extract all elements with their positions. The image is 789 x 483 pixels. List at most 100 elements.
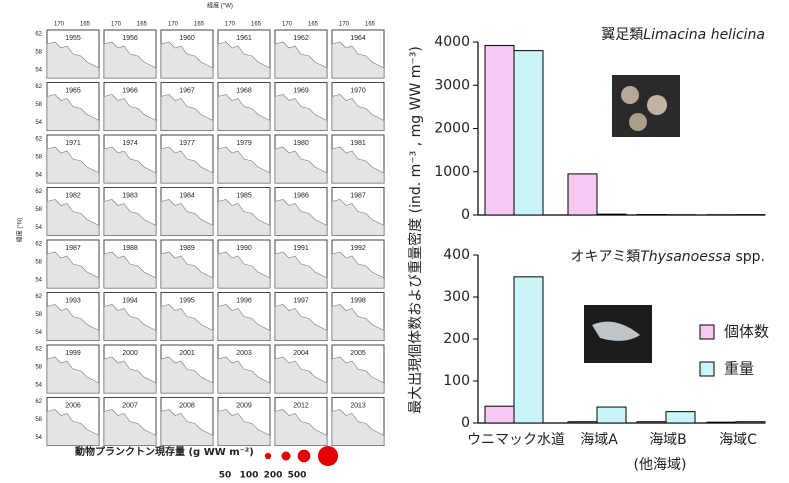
map-legend-label: 500 [288,471,307,481]
figure: 経度 (°W)緯度 (°N)62585419551701651956170165… [0,0,789,483]
map-legend-circle [298,450,311,463]
map-year: 1992 [350,245,366,252]
title-part: spp. [731,249,765,265]
bar [514,277,543,423]
map-year: 1996 [236,297,252,304]
map-year: 2004 [293,350,309,357]
map-year: 1982 [65,192,81,199]
y-tick-label: 300 [443,289,470,305]
map-year: 1991 [293,245,309,252]
map-y-tick-label: 58 [35,365,42,371]
map-y-tick-label: 58 [35,102,42,108]
map-x-tick-label: 165 [365,22,376,28]
map-year: 1995 [179,297,195,304]
map-y-tick-label: 58 [35,207,42,213]
map-y-tick-label: 58 [35,312,42,318]
map-panel: 1994 [104,293,156,341]
map-year: 1984 [179,192,195,199]
map-panel: 1999 [47,345,99,393]
map-y-label: 緯度 (°N) [16,218,24,242]
bar [597,407,626,423]
map-panel: 1971 [47,135,99,183]
map-year: 2013 [350,402,366,409]
map-legend-label: 100 [240,471,259,481]
map-y-tick-label: 58 [35,155,42,161]
map-year: 1970 [350,87,366,94]
legend-label: 重量 [724,360,754,378]
map-y-tick-label: 54 [35,173,42,179]
map-year: 1969 [293,87,309,94]
pteropod-photo [612,75,680,137]
map-y-tick-label: 62 [35,32,42,38]
y-axis-label: 最大出現個体数および重量密度 (ind. m⁻³ , mg WW m⁻³) [407,46,424,414]
map-panel: 1960 [161,30,213,78]
map-panel: 1989 [161,240,213,288]
bar [736,422,765,423]
map-panel: 1980 [275,135,327,183]
map-panel: 2005 [332,345,384,393]
legend-label: 個体数 [724,323,769,341]
map-year: 1983 [122,192,138,199]
map-y-tick-label: 58 [35,50,42,56]
y-tick-label: 0 [461,207,470,223]
y-tick-label: 0 [461,415,470,431]
map-legend-circle [265,453,271,459]
map-y-tick-label: 62 [35,399,42,405]
map-year: 1988 [122,245,138,252]
map-panel: 2003 [218,345,270,393]
map-panel: 1984 [161,188,213,236]
map-panel: 1966 [104,83,156,131]
bar [568,422,597,423]
map-y-tick-label: 54 [35,225,42,231]
map-x-tick-label: 165 [80,22,91,28]
map-panel: 2000 [104,345,156,393]
title-part: オキアミ類 [570,249,640,265]
map-year: 1968 [236,87,252,94]
title-part: Limacina helicina [643,27,765,43]
map-panel: 1997 [275,293,327,341]
legend-swatch [700,362,714,376]
map-year: 1997 [293,297,309,304]
map-panel: 1985 [218,188,270,236]
map-panel: 1996 [218,293,270,341]
map-year: 1994 [122,297,138,304]
map-x-tick-label: 170 [111,22,122,28]
chart-title: 翼足類Limacina helicina [601,27,765,43]
map-panel: 1979 [218,135,270,183]
map-y-tick-label: 54 [35,278,42,284]
x-tick-label: 海域C [719,432,757,448]
map-panel: 1967 [161,83,213,131]
map-year: 2005 [350,350,366,357]
y-tick-label: 100 [443,373,470,389]
bar [637,422,666,423]
map-x-tick-label: 170 [225,22,236,28]
photo-detail [629,113,647,131]
map-year: 1967 [179,87,195,94]
map-year: 2007 [122,402,138,409]
map-x-tick-label: 165 [194,22,205,28]
map-year: 1977 [179,140,195,147]
map-panel: 1981 [332,135,384,183]
map-panel: 1992 [332,240,384,288]
bar [485,45,514,215]
photo-detail [621,86,639,104]
map-legend-title: 動物プランクトン現存量 (g WW m⁻²) [75,445,254,458]
map-year: 1956 [122,35,138,42]
map-panel: 1962 [275,30,327,78]
map-legend-label: 200 [264,471,283,481]
map-x-label: 経度 (°W) [207,2,233,10]
map-panel: 2001 [161,345,213,393]
map-x-tick-label: 170 [339,22,350,28]
map-panel: 2012 [275,398,327,446]
map-year: 1961 [236,35,252,42]
y-tick-label: 400 [443,247,470,263]
chart-title: オキアミ類Thysanoessa spp. [570,249,765,265]
map-year: 1987 [65,245,81,252]
map-y-tick-label: 54 [35,68,42,74]
map-panel: 1968 [218,83,270,131]
map-year: 1965 [65,87,81,94]
map-panel: 1991 [275,240,327,288]
map-y-tick-label: 54 [35,120,42,126]
x-tick-label: 海域B [649,432,687,448]
y-tick-label: 200 [443,331,470,347]
